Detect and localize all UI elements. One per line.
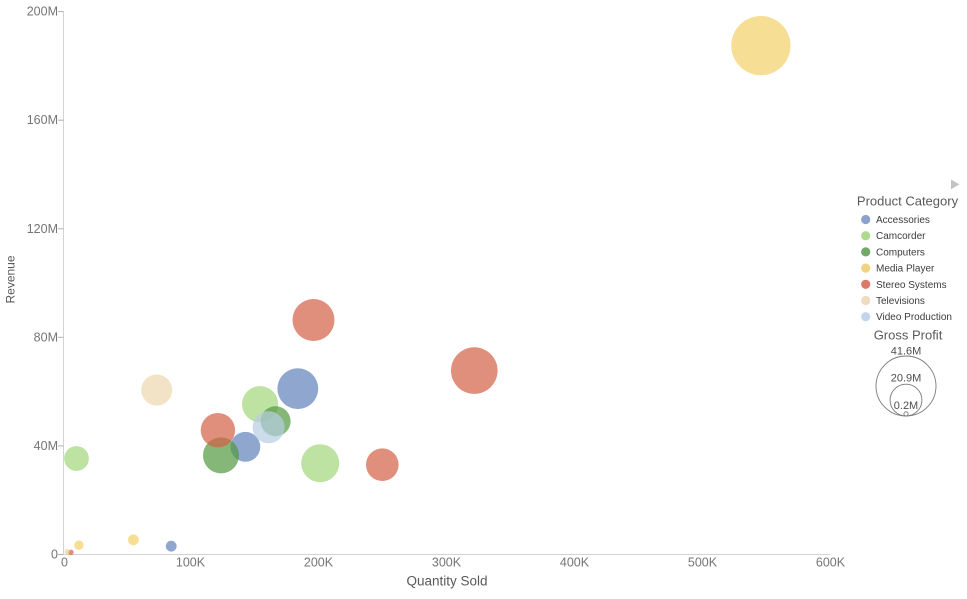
svg-text:40M: 40M — [34, 439, 58, 453]
svg-text:300K: 300K — [432, 556, 462, 570]
svg-text:Gross Profit: Gross Profit — [874, 327, 943, 342]
svg-text:Quantity Sold: Quantity Sold — [406, 574, 487, 589]
svg-text:Product Category: Product Category — [857, 194, 959, 209]
svg-text:0: 0 — [51, 548, 58, 562]
svg-text:41.6M: 41.6M — [891, 345, 922, 357]
svg-text:Media Player: Media Player — [876, 264, 935, 275]
svg-text:600K: 600K — [816, 556, 846, 570]
svg-text:100K: 100K — [176, 556, 206, 570]
svg-text:200M: 200M — [27, 5, 58, 19]
svg-text:Stereo Systems: Stereo Systems — [876, 280, 947, 291]
svg-text:Computers: Computers — [876, 247, 925, 258]
svg-text:Accessories: Accessories — [876, 215, 930, 226]
svg-text:200K: 200K — [304, 556, 334, 570]
svg-text:160M: 160M — [27, 113, 58, 127]
svg-text:500K: 500K — [688, 556, 718, 570]
svg-text:0: 0 — [61, 556, 68, 570]
svg-text:20.9M: 20.9M — [891, 373, 922, 385]
svg-text:Televisions: Televisions — [876, 296, 925, 307]
svg-text:80M: 80M — [34, 330, 58, 344]
svg-text:120M: 120M — [27, 222, 58, 236]
svg-text:Revenue: Revenue — [4, 255, 18, 303]
svg-text:400K: 400K — [560, 556, 590, 570]
svg-text:0.2M: 0.2M — [894, 400, 918, 412]
svg-text:Camcorder: Camcorder — [876, 231, 926, 242]
svg-text:Video Production: Video Production — [876, 312, 952, 323]
